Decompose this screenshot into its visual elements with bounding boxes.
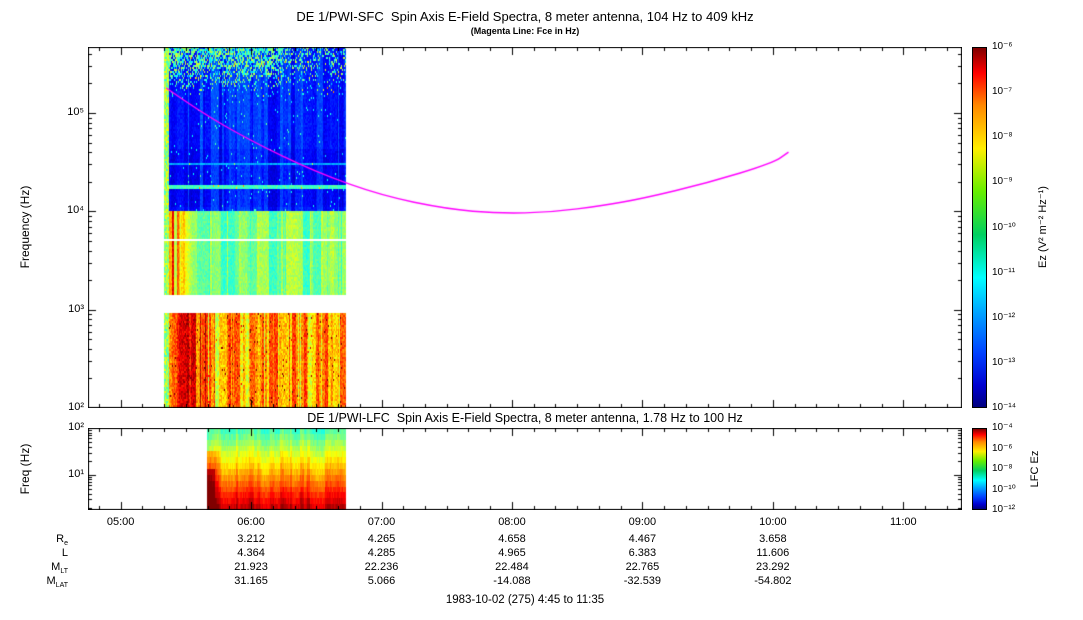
ephemeris-value: 4.285 [367, 547, 396, 559]
ephemeris-value: 3.212 [237, 533, 265, 545]
ephemeris-value: 4.265 [367, 533, 396, 545]
lfc-colorbar [972, 428, 987, 510]
sfc-colorbar-tick-label: 10⁻¹³ [992, 356, 1016, 368]
sfc-colorbar-tick-label: 10⁻⁷ [992, 86, 1013, 98]
lfc-colorbar-tick-label: 10⁻⁸ [992, 463, 1013, 474]
lfc-colorbar-tick-label: 10⁻⁴ [992, 422, 1013, 433]
lfc-y-tick-label: 10¹ [68, 467, 84, 480]
ephemeris-row-label: L [61, 547, 68, 559]
sfc-colorbar-tick-label: 10⁻¹⁴ [992, 402, 1017, 413]
sfc-y-axis-label: Frequency (Hz) [18, 185, 32, 269]
sfc-colorbar-tick-label: 10⁻⁸ [992, 131, 1013, 143]
time-tick-label: 10:00 [759, 516, 787, 528]
sfc-title: DE 1/PWI-SFC Spin Axis E-Field Spectra, … [296, 9, 754, 24]
sfc-y-tick-label: 10³ [68, 302, 84, 315]
ephemeris-value: -54.802 [754, 575, 792, 587]
ephemeris-value: 3.658 [759, 533, 787, 545]
ephemeris-value: 23.292 [756, 561, 790, 573]
sfc-colorbar-tick-label: 10⁻⁹ [992, 176, 1013, 188]
ephemeris-value: 31.165 [234, 575, 268, 587]
sfc-colorbar-label: Ez (V² m⁻² Hz⁻¹) [1037, 186, 1049, 268]
time-tick-label: 09:00 [628, 516, 657, 528]
lfc-colorbar-label: LFC Ez [1029, 450, 1041, 488]
lfc-colorbar-tick-label: 10⁻⁶ [992, 442, 1013, 454]
ephemeris-value: 21.923 [234, 561, 268, 573]
sfc-spectrogram-plot [88, 47, 962, 408]
lfc-colorbar-tick-label: 10⁻¹⁰ [992, 483, 1016, 495]
ephemeris-value: 22.236 [364, 561, 399, 573]
sfc-y-tick-label: 10⁴ [67, 204, 84, 217]
ephemeris-value: 4.467 [628, 533, 657, 545]
lfc-colorbar-tick-label: 10⁻¹² [992, 504, 1016, 515]
footer-date-range: 1983-10-02 (275) 4:45 to 11:35 [445, 594, 605, 606]
ephemeris-value: 4.965 [498, 547, 526, 559]
sfc-colorbar-tick-label: 10⁻⁶ [992, 41, 1013, 52]
ephemeris-value: 11.606 [756, 547, 790, 559]
lfc-y-tick-label: 10² [68, 421, 84, 433]
ephemeris-value: 5.066 [367, 575, 396, 587]
ephemeris-value: 22.765 [625, 561, 660, 573]
time-tick-label: 07:00 [367, 516, 396, 528]
ephemeris-value: 22.484 [495, 561, 529, 573]
time-tick-label: 05:00 [106, 516, 135, 528]
lfc-spectrogram-plot [88, 428, 962, 510]
ephemeris-value: -14.088 [493, 575, 531, 587]
lfc-y-axis-label: Freq (Hz) [18, 443, 32, 495]
sfc-colorbar [972, 47, 987, 408]
ephemeris-value: -32.539 [623, 575, 662, 587]
ephemeris-value: 4.658 [498, 533, 526, 545]
lfc-title: DE 1/PWI-LFC Spin Axis E-Field Spectra, … [307, 411, 743, 425]
time-tick-label: 06:00 [237, 516, 265, 528]
sfc-subtitle: (Magenta Line: Fce in Hz) [470, 26, 580, 36]
sfc-colorbar-tick-label: 10⁻¹² [992, 311, 1016, 323]
sfc-y-tick-label: 10² [68, 401, 84, 413]
time-tick-label: 11:00 [889, 516, 917, 528]
sfc-colorbar-tick-label: 10⁻¹¹ [992, 266, 1016, 278]
ephemeris-value: 4.364 [237, 547, 265, 559]
time-tick-label: 08:00 [498, 516, 526, 528]
ephemeris-value: 6.383 [628, 547, 657, 559]
sfc-colorbar-tick-label: 10⁻¹⁰ [992, 221, 1016, 233]
ephemeris-row-label: MLT [51, 561, 68, 576]
sfc-y-tick-label: 10⁵ [67, 106, 84, 119]
ephemeris-row-label: Re [56, 533, 68, 548]
ephemeris-row-label: MLAT [46, 575, 69, 590]
